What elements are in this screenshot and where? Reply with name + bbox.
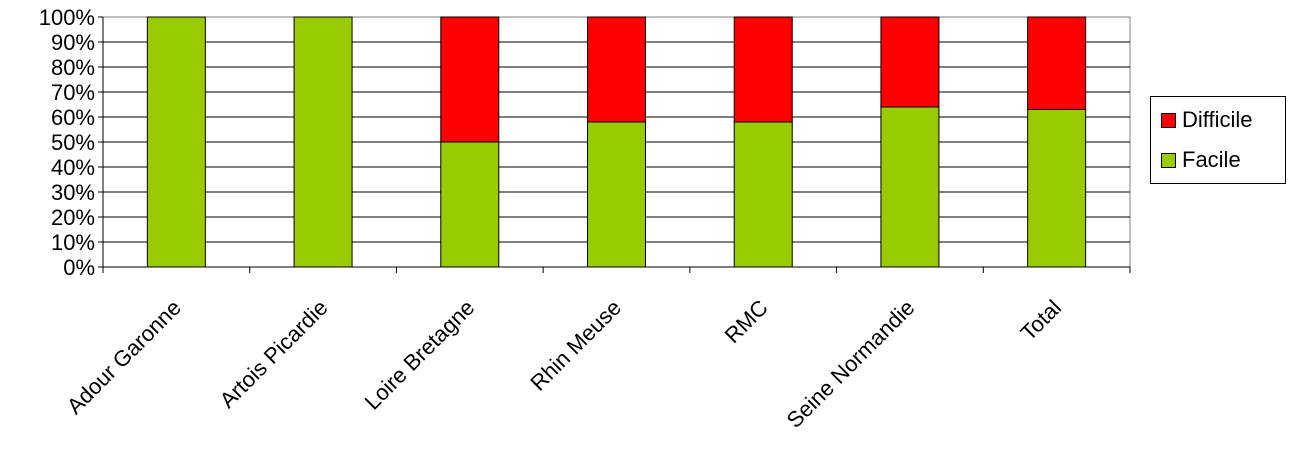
- bar-difficile-7: [1027, 16, 1087, 110]
- legend-label-difficile: Difficile: [1182, 107, 1253, 132]
- bar-facile-6: [880, 106, 940, 268]
- y-tick-label: 60%: [51, 105, 95, 130]
- bar-facile-5: [733, 121, 793, 268]
- y-tick-label: 0%: [63, 255, 95, 280]
- bar-difficile-6: [880, 16, 940, 108]
- y-tick-label: 80%: [51, 55, 95, 80]
- bar-difficile-5: [733, 16, 793, 123]
- bar-facile-2: [293, 16, 353, 268]
- y-tick-label: 70%: [51, 80, 95, 105]
- legend: Difficile Facile: [1150, 96, 1286, 184]
- bar-facile-3: [440, 141, 500, 268]
- bar-facile-1: [146, 16, 206, 268]
- bar-difficile-4: [587, 16, 646, 123]
- x-tick-label: Rhin Meuse: [525, 295, 626, 396]
- y-tick-label: 100%: [39, 5, 95, 30]
- y-tick-label: 10%: [51, 230, 95, 255]
- x-tick-labels: Adour Garonne Artois Picardie Loire Bretag…: [62, 295, 1066, 433]
- bars: [146, 16, 1087, 268]
- legend-swatch-difficile: [1161, 112, 1176, 128]
- y-tick-labels: 0%10%20%30%40%50%60%70%80%90%100%: [39, 5, 95, 280]
- x-tick-label: Total: [1016, 295, 1067, 346]
- bar-facile-4: [587, 121, 646, 268]
- x-tick-label: Seine Normandie: [782, 295, 920, 433]
- y-tick-label: 20%: [51, 205, 95, 230]
- legend-item-difficile: Difficile: [1161, 107, 1253, 133]
- x-tick-label: RMC: [720, 295, 773, 348]
- axes: [98, 16, 1131, 273]
- y-tick-label: 40%: [51, 155, 95, 180]
- y-tick-label: 50%: [51, 130, 95, 155]
- x-tick-label: Adour Garonne: [62, 295, 186, 419]
- bar-difficile-3: [440, 16, 500, 143]
- y-tick-label: 90%: [51, 30, 95, 55]
- legend-swatch-facile: [1161, 152, 1176, 168]
- x-tick-label: Loire Bretagne: [360, 295, 480, 415]
- legend-label-facile: Facile: [1182, 147, 1241, 172]
- y-tick-label: 30%: [51, 180, 95, 205]
- legend-item-facile: Facile: [1161, 147, 1241, 173]
- x-tick-label: Artois Picardie: [215, 295, 333, 413]
- bar-facile-7: [1027, 109, 1087, 268]
